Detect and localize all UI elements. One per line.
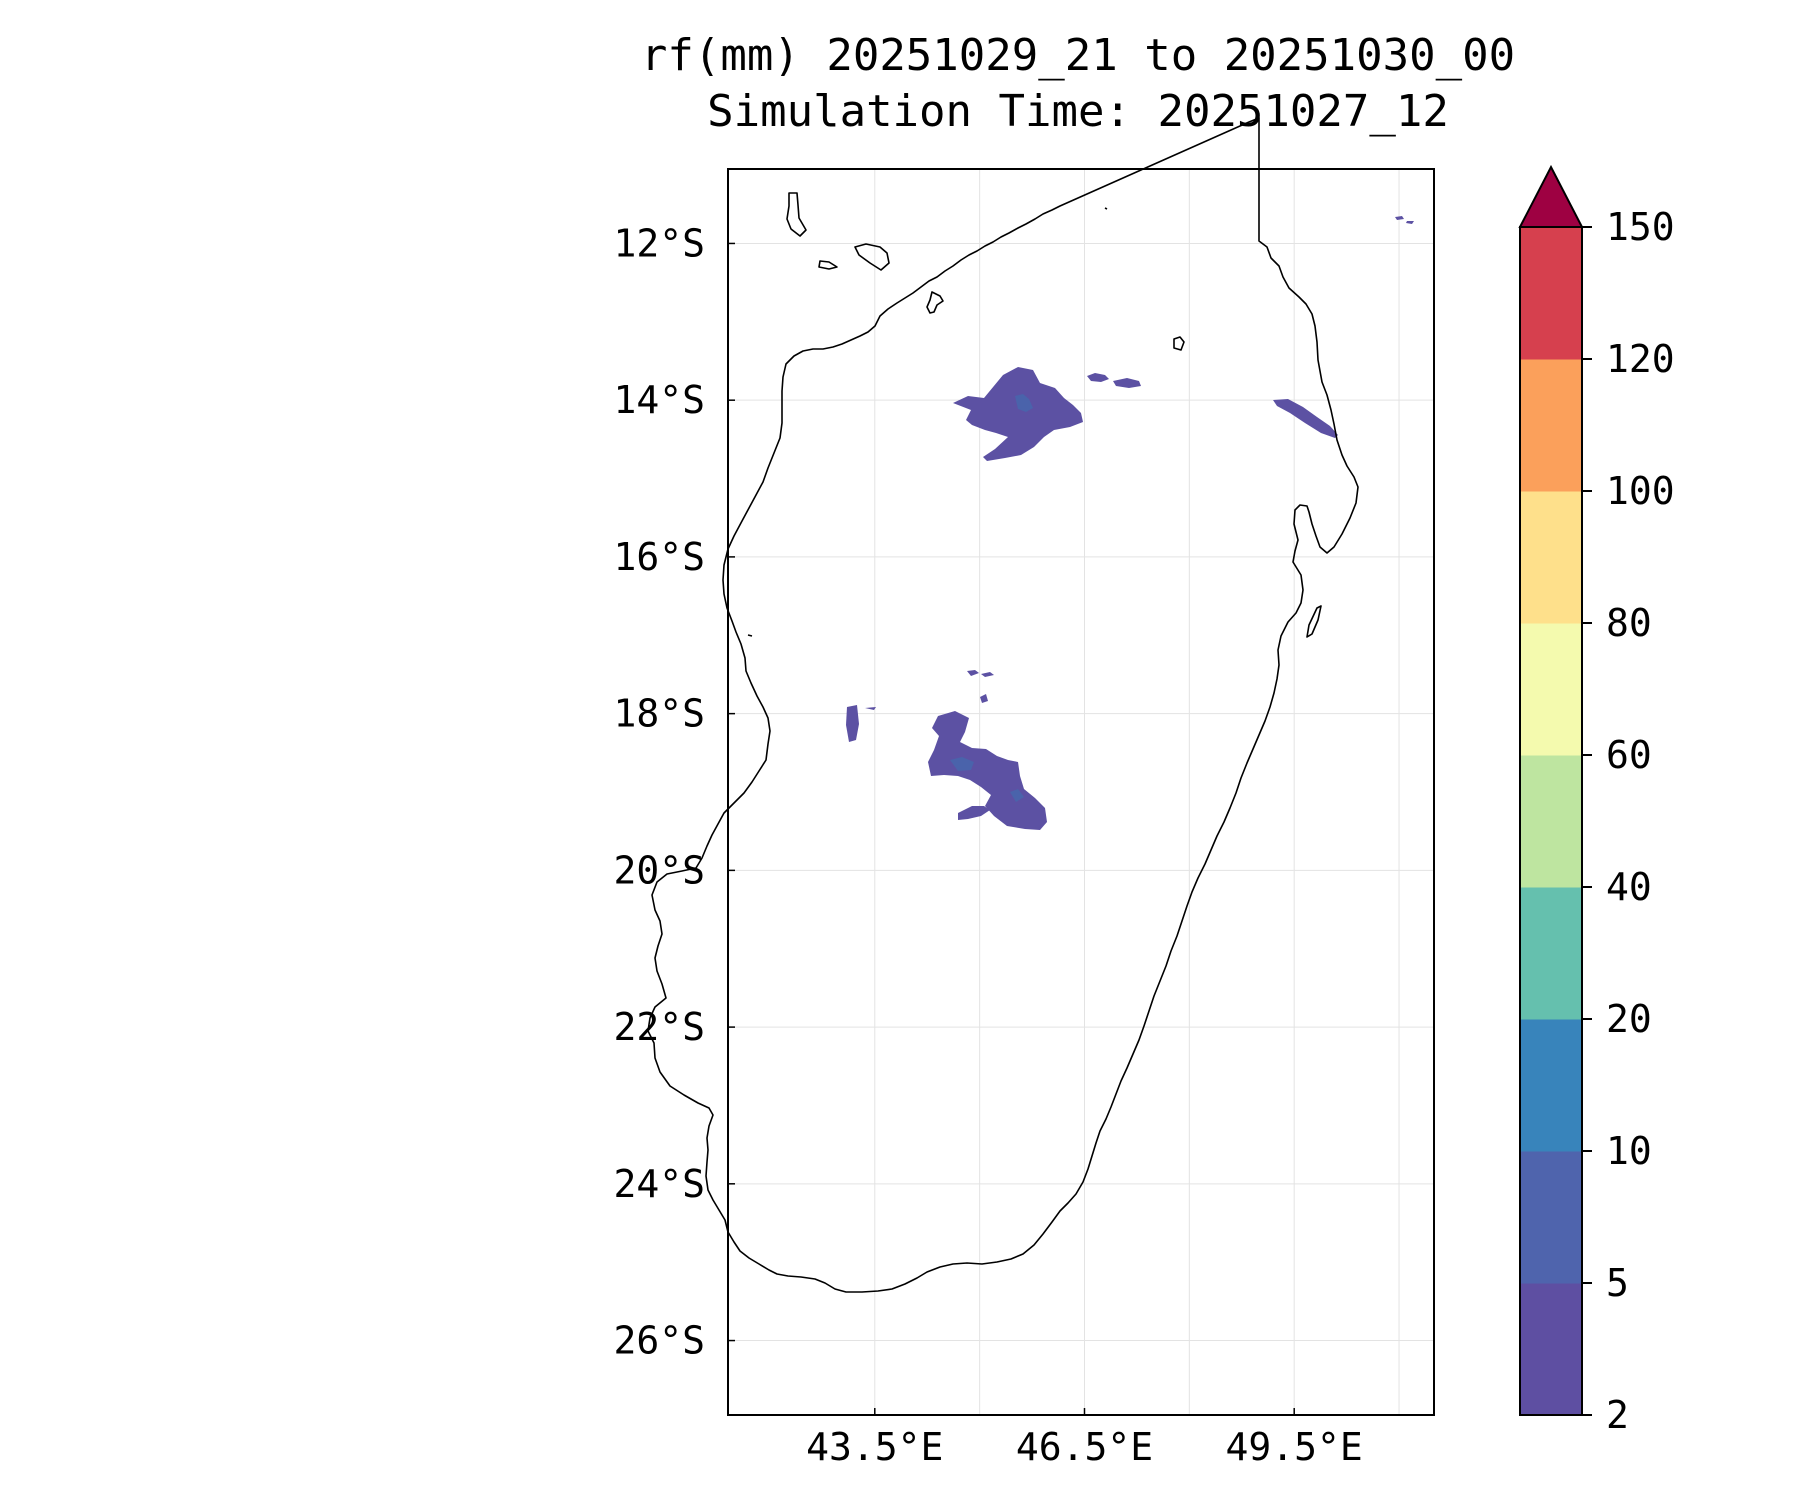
rain-patch-west-coast bbox=[846, 705, 859, 742]
colorbar-segment bbox=[1520, 491, 1582, 624]
coastlines bbox=[647, 117, 1359, 1293]
map-frame bbox=[727, 168, 1435, 1416]
islet-north bbox=[1104, 207, 1108, 210]
madagascar-coastline bbox=[647, 117, 1359, 1293]
colorbar-segment bbox=[1520, 887, 1582, 1020]
gridlines bbox=[728, 169, 1434, 1415]
rain-patch-west-speck bbox=[865, 707, 876, 710]
y-tick-label: 24°S bbox=[613, 1162, 705, 1206]
y-axis-ticks: 12°S 14°S 16°S 18°S 20°S 22°S 24°S 26°S bbox=[613, 221, 735, 1363]
x-tick-label: 49.5°E bbox=[1226, 1425, 1363, 1469]
rain-patch-central-speck-2 bbox=[981, 672, 994, 677]
colorbar-tick-label: 10 bbox=[1606, 1129, 1652, 1173]
y-tick-label: 20°S bbox=[613, 848, 705, 892]
x-tick-label: 43.5°E bbox=[806, 1425, 943, 1469]
x-tick-label: 46.5°E bbox=[1016, 1425, 1153, 1469]
rain-patch-north-islet-2 bbox=[1113, 378, 1141, 388]
x-axis-ticks: 43.5°E 46.5°E 49.5°E bbox=[806, 1408, 1363, 1469]
islet-west bbox=[747, 634, 753, 637]
colorbar-segment bbox=[1520, 227, 1582, 360]
colorbar-frame bbox=[1519, 226, 1583, 1416]
mayotte-coastline bbox=[926, 291, 944, 314]
colorbar-tick-label: 2 bbox=[1606, 1393, 1629, 1437]
colorbar-tick-label: 120 bbox=[1606, 337, 1675, 381]
rain-patch-central-speck-3 bbox=[980, 694, 988, 703]
colorbar-segment bbox=[1520, 359, 1582, 492]
y-tick-label: 26°S bbox=[613, 1319, 705, 1363]
rain-core-central bbox=[950, 757, 974, 771]
figure-title-line1: rf(mm) 20251029_21 to 20251030_00 bbox=[641, 30, 1515, 81]
map-panel: 43.5°E 46.5°E 49.5°E 12°S 14°S 16°S 18°S 20°S 2… bbox=[613, 117, 1435, 1469]
colorbar-tick-label: 100 bbox=[1606, 469, 1675, 513]
colorbar-segment bbox=[1520, 1019, 1582, 1152]
rain-core-central-2 bbox=[1010, 789, 1024, 802]
y-tick-label: 16°S bbox=[613, 535, 705, 579]
colorbar-tick-label: 80 bbox=[1606, 601, 1652, 645]
colorbar-tick-label: 20 bbox=[1606, 997, 1652, 1041]
anjouan-coastline bbox=[854, 243, 890, 271]
rain-core-northwest bbox=[1015, 394, 1033, 412]
rain-patch-central-speck-1 bbox=[967, 670, 979, 676]
rain-patch-northeast-speck bbox=[1395, 216, 1404, 220]
rain-patch-north-islet-1 bbox=[1087, 373, 1109, 382]
colorbar-tick-label: 40 bbox=[1606, 865, 1652, 909]
y-tick-label: 14°S bbox=[613, 378, 705, 422]
grande-comore-coastline bbox=[786, 192, 807, 237]
figure-title-line2: Simulation Time: 20251027_12 bbox=[707, 86, 1449, 137]
rain-patch-northwest bbox=[953, 367, 1083, 461]
map-background bbox=[728, 169, 1434, 1415]
colorbar-segment bbox=[1520, 623, 1582, 756]
colorbar-segment bbox=[1520, 755, 1582, 888]
y-tick-label: 18°S bbox=[613, 692, 705, 736]
rain-patch-northeast bbox=[1273, 399, 1338, 438]
colorbar-segment bbox=[1520, 1151, 1582, 1284]
colorbar-tick-label: 150 bbox=[1606, 205, 1675, 249]
moheli-coastline bbox=[818, 260, 838, 270]
y-tick-label: 12°S bbox=[613, 221, 705, 265]
rainfall-cores bbox=[950, 394, 1033, 802]
y-tick-label: 22°S bbox=[613, 1005, 705, 1049]
nosy-be-coastline bbox=[1173, 336, 1185, 351]
rain-patch-central-south bbox=[958, 806, 990, 820]
colorbar: 2 5 10 20 40 60 80 100 120 150 bbox=[1518, 164, 1675, 1437]
colorbar-tick-label: 60 bbox=[1606, 733, 1652, 777]
colorbar-extend-arrow bbox=[1518, 164, 1584, 228]
sainte-marie-coastline bbox=[1306, 605, 1322, 638]
colorbar-segment bbox=[1520, 1283, 1582, 1416]
colorbar-tick-label: 5 bbox=[1606, 1261, 1629, 1305]
rain-patch-northeast-speck-2 bbox=[1406, 221, 1414, 224]
